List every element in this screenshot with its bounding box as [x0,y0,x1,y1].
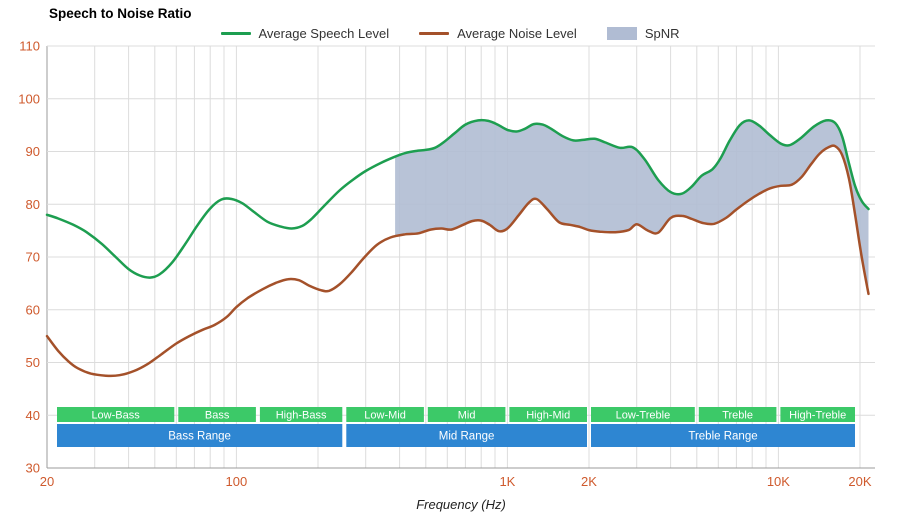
band-label-mid: Mid [458,410,476,422]
band-label-mid-range: Mid Range [439,431,495,443]
chart-title: Speech to Noise Ratio [49,6,192,21]
y-tick-label: 100 [18,91,40,106]
band-bass[interactable] [178,407,256,422]
y-tick-label: 80 [26,197,40,212]
band-mid-range[interactable] [346,424,587,447]
band-bass-range[interactable] [57,424,343,447]
band-treble-range[interactable] [591,424,855,447]
y-tick-label: 70 [26,250,40,265]
y-tick-label: 50 [26,355,40,370]
y-tick-label: 110 [19,39,40,54]
band-label-high-bass: High-Bass [276,410,327,422]
band-low-bass[interactable] [57,407,175,422]
speech-curve [45,118,870,279]
spnr-area-swatch [606,27,637,40]
band-label-high-mid: High-Mid [526,410,570,422]
band-label-treble-range: Treble Range [688,431,757,443]
band-treble[interactable] [698,407,777,422]
spnr-area [395,120,869,294]
chart-legend: Average Speech Level Average Noise Level… [0,26,900,41]
legend-label-speech: Average Speech Level [258,26,390,41]
legend-item-noise[interactable]: Average Noise Level [419,26,577,41]
x-tick-label: 10K [767,474,790,489]
band-high-treble[interactable] [780,407,855,422]
band-label-bass-range: Bass Range [168,431,231,443]
x-tick-label: 100 [226,474,248,489]
band-low-mid[interactable] [346,407,424,422]
band-label-low-bass: Low-Bass [91,410,140,422]
band-mid[interactable] [427,407,506,422]
legend-label-noise: Average Noise Level [457,26,577,41]
band-label-low-treble: Low-Treble [616,410,671,422]
band-low-treble[interactable] [591,407,695,422]
x-tick-label: 2K [581,474,597,489]
band-high-bass[interactable] [259,407,343,422]
band-label-high-treble: High-Treble [789,410,846,422]
legend-item-speech[interactable]: Average Speech Level [220,26,390,41]
band-high-mid[interactable] [509,407,587,422]
legend-label-spnr: SpNR [644,26,680,41]
x-axis-title: Frequency (Hz) [416,497,506,512]
y-tick-label: 30 [26,461,40,476]
x-tick-label: 20 [40,474,54,489]
y-tick-label: 40 [26,408,40,423]
legend-item-spnr[interactable]: SpNR [606,26,680,41]
band-label-treble: Treble [722,410,753,422]
x-tick-label: 20K [848,474,871,489]
y-tick-label: 60 [26,302,40,317]
noise-line-swatch [419,32,450,35]
band-label-bass: Bass [205,410,230,422]
speech-line-swatch [220,32,251,35]
x-tick-label: 1K [499,474,515,489]
band-label-low-mid: Low-Mid [364,410,406,422]
noise-curve [45,144,870,378]
y-tick-label: 90 [26,144,40,159]
